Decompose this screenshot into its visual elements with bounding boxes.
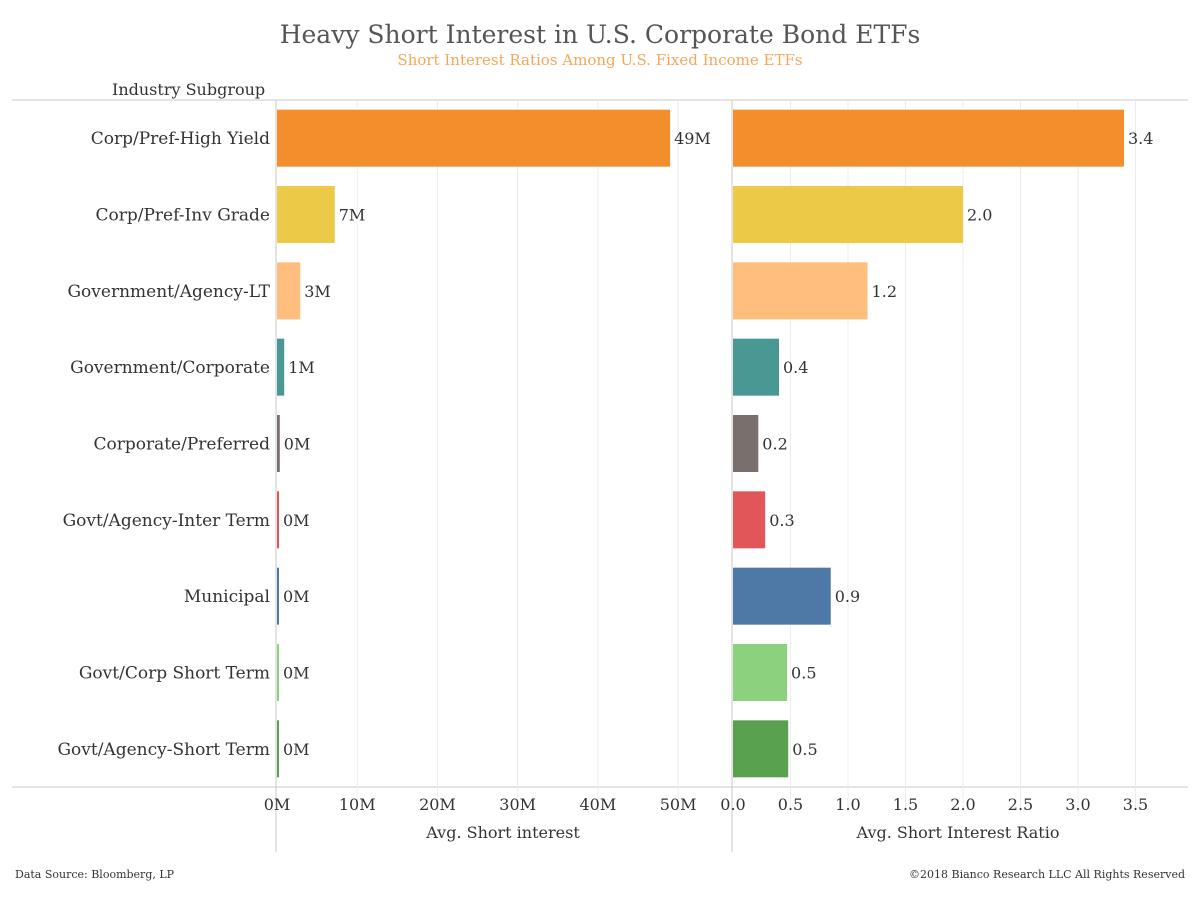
bar <box>733 109 1124 167</box>
category-label: Govt/Corp Short Term <box>79 664 270 684</box>
data-label: 2.0 <box>967 206 992 225</box>
category-label: Government/Corporate <box>70 358 270 378</box>
bar <box>733 567 831 625</box>
data-label: 0.2 <box>762 435 787 454</box>
category-labels: Corp/Pref-High Yield Corp/Pref-Inv Grade G… <box>57 129 270 760</box>
left-x-axis-label: Avg. Short interest <box>425 823 580 842</box>
bar <box>277 186 335 243</box>
x-tick-label: 3.5 <box>1123 795 1148 814</box>
bar <box>733 262 868 320</box>
bar <box>277 338 285 396</box>
bar <box>733 720 789 778</box>
data-label: 0M <box>283 511 310 530</box>
data-label: 1.2 <box>872 282 897 301</box>
x-tick-label: 2.5 <box>1008 795 1033 814</box>
bar <box>277 415 280 472</box>
data-label: 1M <box>288 358 315 377</box>
data-label: 0M <box>284 435 311 454</box>
data-label: 0M <box>283 587 310 606</box>
category-label: Corporate/Preferred <box>93 435 270 455</box>
chart-title: Heavy Short Interest in U.S. Corporate B… <box>280 20 921 49</box>
copyright: ©2018 Bianco Research LLC All Rights Res… <box>909 868 1185 881</box>
bars: 49M 7M 3M 1M 0M 0M 0M 0M 0M 3.4 2.0 1.2 0.4 0.2 0.3 0.9… <box>277 109 1153 778</box>
x-tick-label: 10M <box>339 795 376 814</box>
x-tick-label: 20M <box>419 795 456 814</box>
right-x-axis-label: Avg. Short Interest Ratio <box>856 823 1060 842</box>
bar <box>733 186 963 243</box>
data-label: 7M <box>339 206 366 225</box>
x-tick-label: 1.0 <box>835 795 860 814</box>
bar <box>277 262 301 320</box>
bar <box>277 491 280 549</box>
category-label: Corp/Pref-High Yield <box>91 129 270 149</box>
bar <box>277 567 280 625</box>
row-header: Industry Subgroup <box>112 80 265 99</box>
x-tick-label: 2.0 <box>950 795 975 814</box>
bar <box>277 644 279 701</box>
tick-labels: 0M 10M 20M 30M 40M 50M 0.0 0.5 1.0 1.5 2.0 2.5 3.0 3.… <box>264 795 1149 814</box>
data-label: 0.5 <box>792 740 817 759</box>
x-tick-label: 50M <box>660 795 697 814</box>
x-tick-label: 3.0 <box>1065 795 1090 814</box>
category-label: Govt/Agency-Short Term <box>57 740 270 760</box>
x-tick-label: 40M <box>580 795 617 814</box>
data-label: 0.4 <box>783 358 808 377</box>
data-label: 0M <box>283 664 310 683</box>
x-tick-label: 1.5 <box>893 795 918 814</box>
data-source: Data Source: Bloomberg, LP <box>15 868 175 881</box>
category-label: Govt/Agency-Inter Term <box>63 511 270 531</box>
bar <box>733 338 779 396</box>
category-label: Corp/Pref-Inv Grade <box>96 206 271 226</box>
x-tick-label: 30M <box>499 795 536 814</box>
data-label: 0.3 <box>769 511 794 530</box>
data-label: 3.4 <box>1128 129 1153 148</box>
x-tick-label: 0.5 <box>778 795 803 814</box>
bar <box>277 109 671 167</box>
category-label: Municipal <box>184 587 270 607</box>
chart-subtitle: Short Interest Ratios Among U.S. Fixed I… <box>397 51 802 69</box>
x-tick-label: 0.0 <box>720 795 745 814</box>
bar <box>733 415 759 472</box>
data-label: 49M <box>674 129 711 148</box>
data-label: 0M <box>283 740 310 759</box>
data-label: 0.5 <box>791 664 816 683</box>
bar <box>277 720 279 778</box>
x-tick-label: 0M <box>264 795 291 814</box>
bar <box>733 644 788 701</box>
bar <box>733 491 766 549</box>
data-label: 3M <box>304 282 331 301</box>
category-label: Government/Agency-LT <box>67 282 270 302</box>
data-label: 0.9 <box>835 587 860 606</box>
